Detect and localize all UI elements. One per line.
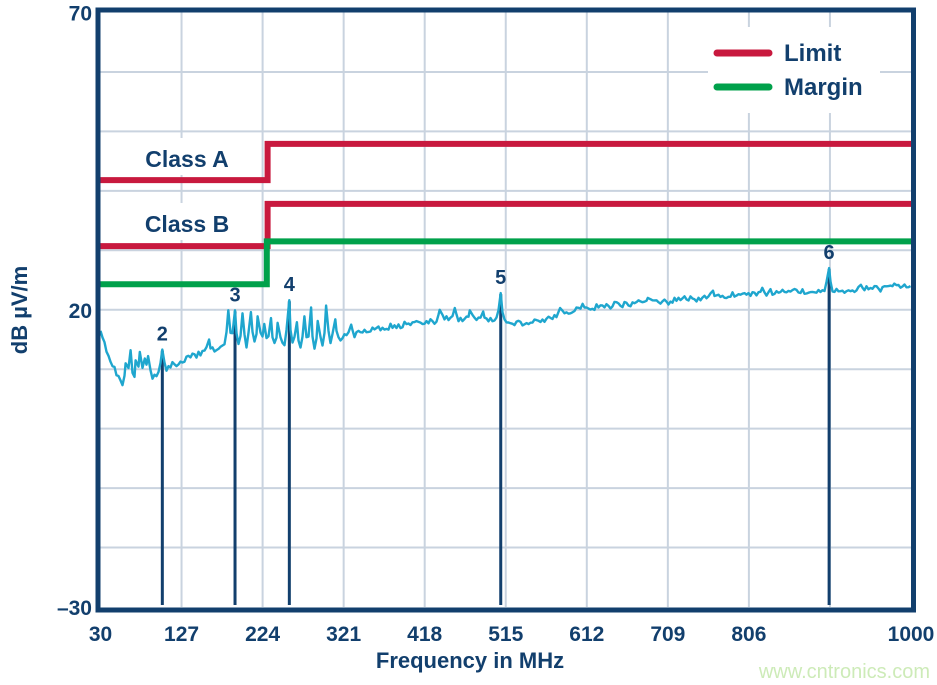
marker-number-6: 6 (824, 242, 835, 264)
peak-markers: 2 3 4 5 6 (157, 242, 835, 605)
y-tick-label: –30 (57, 597, 92, 620)
marker-number-4: 4 (284, 274, 296, 296)
gridlines (100, 12, 911, 607)
legend: Limit Margin (713, 40, 863, 101)
x-tick-label: 806 (731, 623, 766, 646)
marker-number-3: 3 (229, 284, 240, 306)
x-tick-label: 515 (488, 623, 523, 646)
x-tick-label: 709 (650, 623, 685, 646)
class-a-limit (100, 140, 911, 184)
plot-frame (95, 7, 916, 613)
y-tick-label: 20 (69, 300, 92, 323)
x-tick-label: 321 (326, 623, 361, 646)
legend-limit-label: Limit (784, 40, 841, 67)
x-axis-title: Frequency in MHz (376, 648, 564, 673)
class-a-label-background (113, 138, 261, 175)
y-tick-label: 70 (69, 3, 92, 26)
legend-margin-label: Margin (784, 74, 863, 101)
x-tick-label: 418 (407, 623, 442, 646)
watermark: www.cntronics.com (758, 661, 930, 683)
marker-number-2: 2 (157, 324, 168, 346)
y-axis-title: dB µV/m (7, 266, 32, 354)
x-tick-label: 30 (89, 623, 112, 646)
x-tick-label: 612 (569, 623, 604, 646)
class-b-label-background (113, 203, 261, 240)
margin-line (100, 238, 911, 288)
x-tick-label: 1000 (888, 623, 935, 646)
class-a-label: Class A (145, 146, 229, 172)
x-tick-label: 224 (245, 623, 280, 646)
measured-emissions-trace (99, 266, 912, 387)
measured-emissions (99, 266, 912, 387)
marker-number-5: 5 (495, 267, 506, 289)
x-tick-label: 127 (164, 623, 199, 646)
class-b-limit (100, 200, 911, 250)
legend-background (708, 27, 880, 113)
limit-margin-lines (100, 140, 911, 288)
class-b-label: Class B (145, 211, 229, 237)
